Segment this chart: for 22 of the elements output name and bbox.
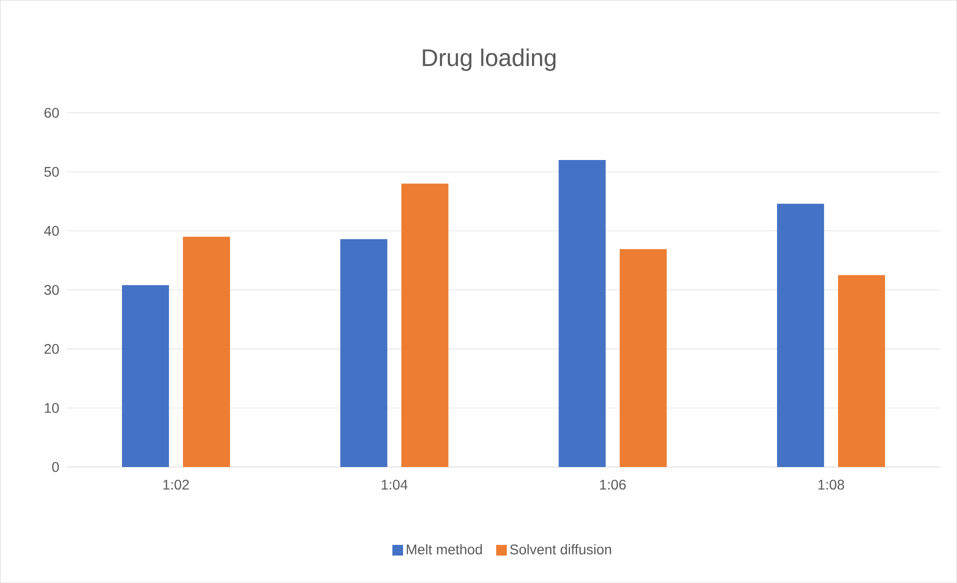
chart-title: Drug loading bbox=[422, 48, 556, 72]
bar bbox=[620, 249, 667, 468]
x-tick-label: 1:06 bbox=[600, 480, 626, 490]
bar bbox=[182, 236, 230, 468]
bar bbox=[401, 184, 448, 468]
x-tick-label: 1:02 bbox=[163, 480, 189, 490]
bar bbox=[340, 239, 388, 468]
y-tick-label: 40 bbox=[44, 226, 59, 236]
y-tick-label: 60 bbox=[44, 108, 59, 118]
bar bbox=[122, 285, 169, 468]
x-tick-label: 1:08 bbox=[818, 480, 844, 490]
y-tick-label: 30 bbox=[44, 285, 59, 295]
y-tick-label: 50 bbox=[44, 166, 59, 177]
x-tick-label: 1:04 bbox=[382, 480, 408, 490]
bar bbox=[777, 204, 824, 468]
bar bbox=[558, 160, 606, 468]
y-tick-label: 10 bbox=[44, 403, 59, 414]
y-tick-label: 20 bbox=[44, 344, 59, 354]
y-tick-label: 0 bbox=[52, 462, 59, 472]
legend-label: Melt method bbox=[406, 544, 482, 555]
bar bbox=[838, 275, 886, 468]
legend-label: Solvent diffusion bbox=[510, 544, 612, 555]
